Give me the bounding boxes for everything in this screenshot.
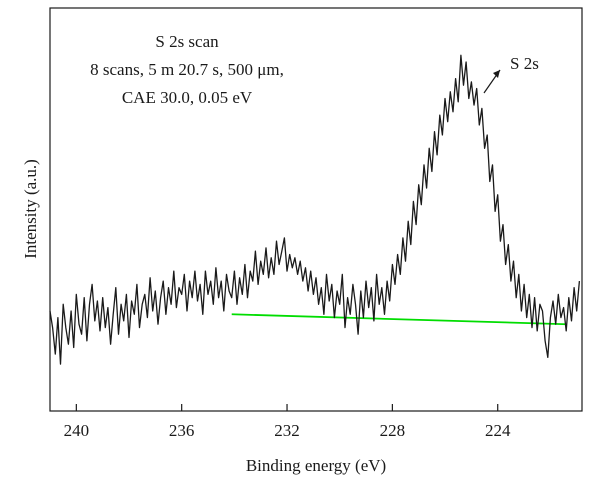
spectrum-line: [49, 54, 581, 365]
peak-annotation: S 2s: [483, 54, 539, 94]
x-axis-ticks: 240 236 232 228 224: [64, 404, 511, 440]
annotation-line-1: S 2s scan: [155, 32, 219, 51]
x-tick-label: 232: [274, 421, 300, 440]
annotation: S 2s scan 8 scans, 5 m 20.7 s, 500 μm, C…: [90, 32, 284, 107]
x-tick-label: 236: [169, 421, 195, 440]
plot-area: [49, 7, 583, 412]
background-line: [231, 313, 567, 326]
x-tick-label: 240: [64, 421, 90, 440]
x-tick-label: 224: [485, 421, 511, 440]
peak-arrowhead: [493, 70, 500, 78]
peak-label: S 2s: [510, 54, 539, 73]
y-axis-label: Intensity (a.u.): [21, 159, 40, 259]
annotation-line-3: CAE 30.0, 0.05 eV: [122, 88, 253, 107]
annotation-line-2: 8 scans, 5 m 20.7 s, 500 μm,: [90, 60, 284, 79]
x-tick-label: 228: [380, 421, 406, 440]
x-axis-label: Binding energy (eV): [246, 456, 386, 475]
